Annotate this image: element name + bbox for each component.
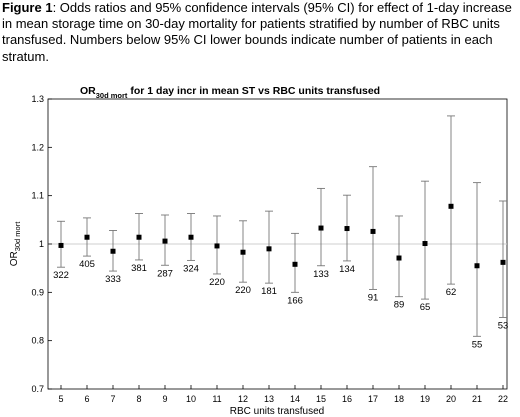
or-point — [474, 263, 480, 269]
y-axis-label: OR30d mort — [9, 221, 22, 267]
x-tick-label: 12 — [238, 394, 248, 404]
or-point — [448, 203, 454, 209]
y-tick-label: 0.9 — [31, 287, 44, 297]
or-point — [84, 234, 90, 240]
chart-title: OR30d mort for 1 day incr in mean ST vs … — [80, 85, 380, 100]
patient-count-label: 166 — [287, 295, 303, 306]
patient-count-label: 55 — [472, 339, 483, 350]
y-tick-label: 1 — [39, 239, 44, 249]
x-tick-label: 20 — [446, 394, 456, 404]
patient-count-label: 220 — [235, 285, 251, 296]
or-point — [344, 226, 350, 232]
patient-count-label: 133 — [313, 269, 329, 280]
or-point — [370, 228, 376, 234]
x-tick-label: 11 — [212, 394, 221, 404]
x-tick-label: 21 — [472, 394, 482, 404]
chart-title-rest: for 1 day incr in mean ST vs RBC units t… — [127, 85, 380, 97]
or-point — [396, 255, 402, 261]
chart-title-main: OR — [80, 85, 96, 97]
x-tick-label: 18 — [394, 394, 404, 404]
data-marks: 322 405 333 381 287 324 220 220 181 166 133 134 91 89… — [53, 115, 509, 350]
y-tick-label: 0.7 — [31, 384, 44, 394]
patient-count-label: 333 — [105, 274, 121, 285]
chart-title-subscript: 30d mort — [96, 91, 128, 100]
or-point — [214, 243, 220, 249]
patient-count-label: 53 — [498, 320, 509, 331]
y-axis: 0.7 0.8 0.9 1 1.1 1.2 1.3 — [31, 94, 52, 394]
y-tick-label: 1.2 — [31, 142, 44, 152]
or-point — [188, 234, 194, 240]
figure-caption: Figure 1: Odds ratios and 95% confidence… — [2, 0, 516, 65]
patient-count-label: 381 — [131, 263, 147, 274]
x-tick-label: 22 — [498, 394, 508, 404]
patient-count-label: 322 — [53, 270, 69, 281]
or-point — [110, 248, 116, 254]
patient-count-label: 134 — [339, 264, 355, 275]
patient-count-label: 91 — [368, 292, 379, 303]
x-tick-label: 10 — [186, 394, 196, 404]
x-axis-label: RBC units transfused — [230, 406, 325, 417]
x-axis: 5 6 7 8 9 10 11 12 13 14 15 16 17 18 19 20 21 22 — [58, 385, 508, 404]
y-tick-label: 1.3 — [31, 94, 44, 104]
patient-count-label: 220 — [209, 277, 225, 288]
or-point — [58, 242, 64, 248]
patient-count-label: 287 — [157, 268, 173, 279]
x-tick-label: 15 — [316, 394, 326, 404]
caption-text: : Odds ratios and 95% confidence interva… — [2, 0, 512, 64]
patient-count-label: 65 — [420, 302, 431, 313]
x-tick-label: 6 — [84, 394, 89, 404]
x-tick-label: 7 — [110, 394, 115, 404]
x-tick-label: 19 — [420, 394, 430, 404]
x-tick-label: 16 — [342, 394, 352, 404]
or-point — [266, 246, 272, 252]
x-tick-label: 13 — [264, 394, 274, 404]
or-point — [292, 261, 298, 267]
or-point — [162, 238, 168, 244]
x-tick-label: 5 — [58, 394, 63, 404]
or-point — [500, 259, 506, 265]
or-point — [136, 234, 142, 240]
x-tick-label: 8 — [136, 394, 141, 404]
patient-count-label: 324 — [183, 263, 199, 274]
x-tick-label: 9 — [162, 394, 167, 404]
patient-count-label: 89 — [394, 300, 405, 311]
patient-count-label: 62 — [446, 287, 457, 298]
figure-label: Figure 1 — [2, 0, 53, 15]
patient-count-label: 405 — [79, 259, 95, 270]
x-tick-label: 14 — [290, 394, 300, 404]
y-tick-label: 1.1 — [31, 191, 44, 201]
x-tick-label: 17 — [368, 394, 378, 404]
y-axis-label-subscript: 30d mort — [13, 221, 22, 252]
y-tick-label: 0.8 — [31, 336, 44, 346]
patient-count-label: 181 — [261, 286, 277, 297]
or-point — [422, 241, 428, 247]
or-point — [240, 249, 246, 255]
or-point — [318, 225, 324, 231]
y-axis-label-main: OR — [9, 251, 20, 266]
